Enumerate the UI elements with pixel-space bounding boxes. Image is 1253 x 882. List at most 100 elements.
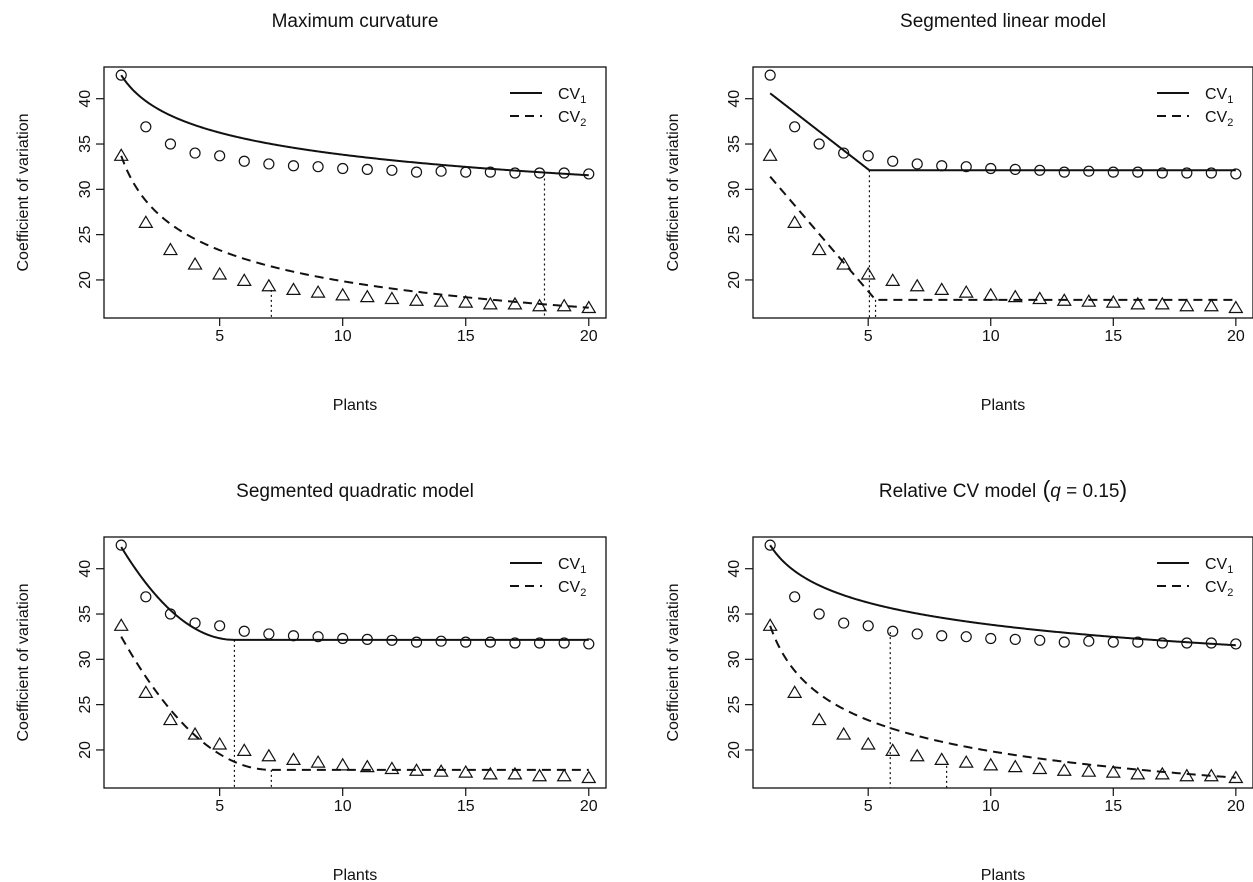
legend-label-2: CV2 — [1205, 109, 1233, 129]
point-cv2 — [1130, 766, 1146, 780]
point-cv1 — [1107, 166, 1119, 178]
point-cv2 — [885, 743, 901, 756]
point-cv2 — [138, 685, 154, 698]
y-tick-label: 20 — [77, 271, 94, 289]
x-tick-label: 20 — [1227, 798, 1245, 815]
point-cv1 — [164, 138, 177, 150]
series-line-cv2 — [120, 155, 589, 309]
point-cv2 — [958, 284, 974, 298]
point-cv2 — [787, 685, 803, 698]
point-cv1 — [1034, 634, 1046, 646]
point-cv2 — [285, 282, 302, 296]
chart-panel-segmented-quadratic: Segmented quadratic model 5 10 15 20 20 25 30 35… — [15, 481, 607, 882]
title-math-value: 0.15 — [1082, 481, 1119, 502]
point-cv2 — [762, 148, 778, 161]
point-cv1 — [960, 161, 972, 173]
x-tick-label: 10 — [334, 328, 352, 345]
point-cv1 — [189, 617, 201, 629]
y-axis-label: Coefficient of variation — [665, 583, 682, 741]
chart-title-text: Relative CV model — [879, 481, 1036, 502]
x-tick-label: 5 — [864, 328, 873, 345]
point-cv1 — [1181, 637, 1193, 649]
legend-label-subscript: 1 — [580, 564, 586, 576]
x-tick-label: 15 — [457, 798, 475, 815]
point-cv2 — [934, 282, 950, 296]
x-tick-label: 20 — [580, 798, 598, 815]
title-math-equals: = — [1061, 481, 1083, 502]
point-cv1 — [1083, 165, 1095, 177]
point-cv2 — [285, 752, 302, 766]
legend-label-subscript: 1 — [580, 94, 586, 106]
y-tick-label: 40 — [726, 90, 743, 108]
x-axis-label: Plants — [333, 397, 377, 414]
point-cv2 — [482, 296, 498, 310]
x-tick-label: 15 — [457, 328, 475, 345]
point-cv1 — [287, 630, 300, 642]
legend-label-main: CV — [1205, 556, 1228, 573]
series-line-cv1 — [769, 92, 1236, 172]
chart-title: Segmented quadratic model — [236, 481, 474, 502]
point-cv1 — [1156, 167, 1168, 179]
y-tick-label: 25 — [77, 226, 94, 244]
point-cv2 — [1056, 293, 1072, 306]
point-cv2 — [1154, 296, 1170, 310]
point-cv2 — [836, 726, 852, 740]
point-cv1 — [386, 634, 398, 646]
point-cv1 — [312, 631, 324, 643]
legend-label-subscript: 2 — [580, 587, 586, 599]
point-cv1 — [164, 608, 177, 620]
point-cv1 — [509, 167, 521, 179]
point-cv1 — [1132, 166, 1144, 178]
point-cv2 — [433, 294, 449, 307]
point-cv1 — [533, 167, 546, 179]
x-tick-label: 5 — [215, 328, 224, 345]
chart-title-text: Segmented quadratic model — [236, 481, 474, 502]
x-axis-label: Plants — [981, 397, 1025, 414]
legend-label-subscript: 2 — [580, 117, 586, 129]
x-tick-label: 5 — [864, 798, 873, 815]
plot-frame — [752, 66, 1253, 319]
point-cv1 — [533, 637, 546, 649]
point-cv2 — [162, 242, 178, 256]
x-tick-label: 20 — [1227, 328, 1245, 345]
point-cv2 — [1203, 768, 1219, 782]
point-cv1 — [1058, 166, 1070, 178]
x-axis-label: Plants — [333, 867, 377, 882]
point-cv1 — [862, 620, 874, 632]
point-cv2 — [909, 278, 925, 292]
point-cv1 — [1009, 633, 1021, 645]
legend-label-1: CV1 — [558, 86, 586, 106]
point-cv1 — [263, 158, 275, 170]
point-cv1 — [813, 608, 825, 620]
point-cv2 — [458, 294, 474, 308]
point-cv2 — [261, 748, 277, 762]
point-cv2 — [384, 761, 400, 775]
point-cv2 — [1179, 768, 1195, 782]
point-cv1 — [936, 160, 948, 172]
point-cv1 — [140, 591, 152, 603]
point-cv2 — [507, 296, 523, 310]
point-cv2 — [1081, 294, 1097, 307]
point-cv1 — [764, 69, 776, 81]
point-cv1 — [361, 633, 373, 645]
point-cv1 — [509, 637, 521, 649]
series-line-cv2 — [769, 625, 1236, 779]
title-math-var: q — [1050, 481, 1061, 502]
point-cv2 — [236, 273, 252, 286]
point-cv2 — [335, 757, 351, 771]
point-cv2 — [860, 266, 876, 280]
point-cv1 — [337, 632, 349, 645]
point-cv1 — [1230, 638, 1242, 650]
chart-title: Maximum curvature — [272, 11, 439, 32]
point-cv1 — [238, 155, 250, 167]
point-cv1 — [435, 165, 447, 177]
point-cv1 — [410, 166, 423, 178]
point-cv2 — [1130, 296, 1146, 310]
x-axis-label: Plants — [981, 867, 1025, 882]
y-axis-label: Coefficient of variation — [15, 113, 32, 271]
legend-label-subscript: 2 — [1227, 117, 1233, 129]
point-cv1 — [1205, 637, 1217, 649]
legend-label-main: CV — [558, 86, 581, 103]
point-cv1 — [985, 162, 997, 175]
point-cv2 — [909, 748, 925, 762]
